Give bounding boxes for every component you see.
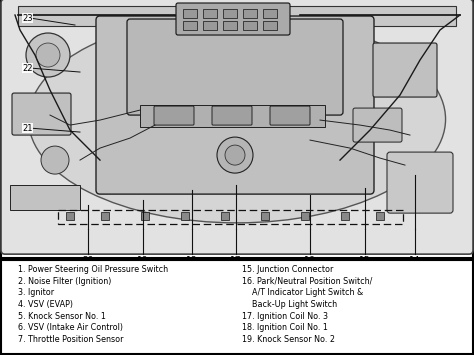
Text: 16: 16 xyxy=(304,256,316,265)
Bar xyxy=(181,212,189,220)
Bar xyxy=(141,212,149,220)
Text: 18. Ignition Coil No. 1: 18. Ignition Coil No. 1 xyxy=(242,323,328,332)
Bar xyxy=(223,9,237,18)
Circle shape xyxy=(41,146,69,174)
Bar xyxy=(341,212,349,220)
Text: 16. Park/Neutral Position Switch/: 16. Park/Neutral Position Switch/ xyxy=(242,277,373,286)
Text: 1. Power Steering Oil Pressure Switch: 1. Power Steering Oil Pressure Switch xyxy=(18,265,168,274)
Bar xyxy=(203,9,217,18)
FancyBboxPatch shape xyxy=(1,0,473,254)
Bar xyxy=(243,21,257,30)
FancyBboxPatch shape xyxy=(353,108,402,142)
FancyBboxPatch shape xyxy=(176,3,290,35)
Bar xyxy=(221,212,229,220)
Bar xyxy=(183,21,197,30)
Bar xyxy=(223,21,237,30)
Ellipse shape xyxy=(28,16,446,223)
FancyBboxPatch shape xyxy=(387,152,453,213)
Bar xyxy=(140,105,325,127)
Text: 19. Knock Sensor No. 2: 19. Knock Sensor No. 2 xyxy=(242,335,335,344)
Text: 4. VSV (EVAP): 4. VSV (EVAP) xyxy=(18,300,73,309)
FancyBboxPatch shape xyxy=(270,106,310,125)
Text: 19: 19 xyxy=(137,256,149,265)
Text: 15. Junction Connector: 15. Junction Connector xyxy=(242,265,333,274)
Text: 20: 20 xyxy=(82,256,94,265)
FancyBboxPatch shape xyxy=(373,43,437,97)
Text: 18: 18 xyxy=(186,256,198,265)
Text: 5. Knock Sensor No. 1: 5. Knock Sensor No. 1 xyxy=(18,312,106,321)
Bar xyxy=(243,9,257,18)
Text: 6. VSV (Intake Air Control): 6. VSV (Intake Air Control) xyxy=(18,323,123,332)
Bar xyxy=(18,6,456,26)
Text: 22: 22 xyxy=(22,64,33,72)
Bar xyxy=(301,212,309,220)
Circle shape xyxy=(26,33,70,77)
Text: 14: 14 xyxy=(410,256,421,265)
Text: 17. Ignition Coil No. 3: 17. Ignition Coil No. 3 xyxy=(242,312,328,321)
Bar xyxy=(203,21,217,30)
FancyBboxPatch shape xyxy=(154,106,194,125)
Bar xyxy=(58,210,403,224)
Text: 21: 21 xyxy=(22,124,33,132)
Text: 15: 15 xyxy=(359,256,371,265)
Bar xyxy=(376,212,384,220)
FancyBboxPatch shape xyxy=(127,19,343,115)
Bar xyxy=(66,212,74,220)
Text: 3. Ignitor: 3. Ignitor xyxy=(18,288,54,297)
Bar xyxy=(263,9,277,18)
Text: 17: 17 xyxy=(230,256,242,265)
Bar xyxy=(183,9,197,18)
Text: Back-Up Light Switch: Back-Up Light Switch xyxy=(242,300,337,309)
Bar xyxy=(261,212,269,220)
Text: 23: 23 xyxy=(22,13,33,22)
Text: 2. Noise Filter (Ignition): 2. Noise Filter (Ignition) xyxy=(18,277,111,286)
FancyBboxPatch shape xyxy=(12,93,71,135)
FancyBboxPatch shape xyxy=(96,16,374,194)
Text: 7. Throttle Position Sensor: 7. Throttle Position Sensor xyxy=(18,335,124,344)
Circle shape xyxy=(36,43,60,67)
Bar xyxy=(10,185,80,210)
Bar xyxy=(263,21,277,30)
Bar xyxy=(101,212,109,220)
Circle shape xyxy=(225,145,245,165)
FancyBboxPatch shape xyxy=(212,106,252,125)
Circle shape xyxy=(217,137,253,173)
Text: A/T Indicator Light Switch &: A/T Indicator Light Switch & xyxy=(242,288,363,297)
